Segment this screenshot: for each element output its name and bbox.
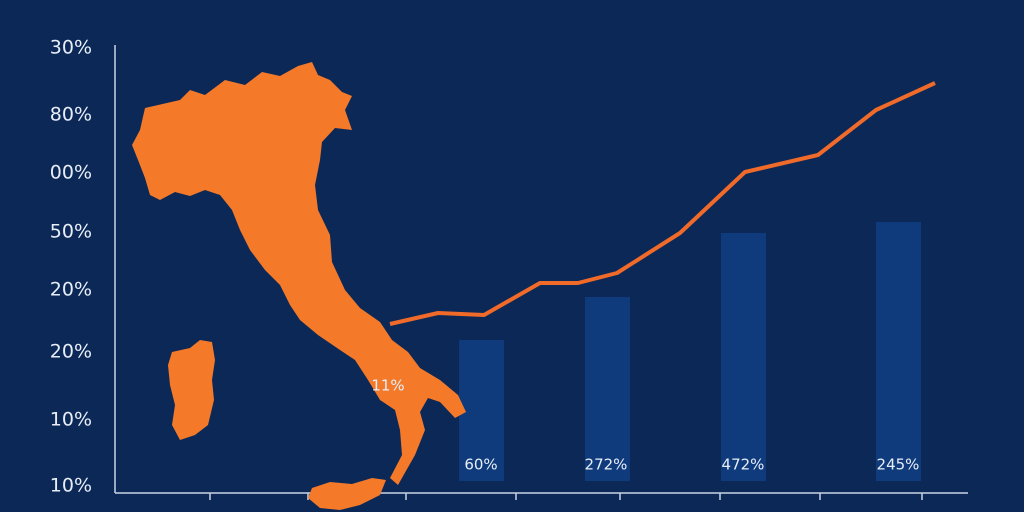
bar (459, 340, 504, 481)
bar (585, 297, 630, 481)
bar-label: 472% (722, 456, 765, 474)
bar-label: 245% (877, 456, 920, 474)
bar-labels: 60% 272% 472% 245% (464, 456, 919, 474)
bar (721, 233, 766, 481)
bars (459, 222, 921, 481)
y-label: 10% (50, 475, 92, 497)
y-label: 80% (50, 104, 92, 126)
y-label: 30% (50, 37, 92, 59)
sicily (308, 478, 386, 510)
y-label: 50% (50, 221, 92, 243)
y-label: 20% (50, 341, 92, 363)
italy-map (132, 62, 466, 510)
mainland (132, 62, 466, 485)
axes (114, 45, 968, 500)
y-labels: 30% 80% 00% 50% 20% 20% 10% 10% (50, 37, 92, 497)
bar-label: 60% (464, 456, 497, 474)
y-label: 20% (50, 279, 92, 301)
sardinia (168, 340, 215, 440)
bar (876, 222, 921, 481)
annotation: 11% (371, 377, 404, 395)
y-label: 00% (50, 162, 92, 184)
trend-line (389, 81, 936, 326)
y-label: 10% (50, 409, 92, 431)
bar-label: 272% (585, 456, 628, 474)
